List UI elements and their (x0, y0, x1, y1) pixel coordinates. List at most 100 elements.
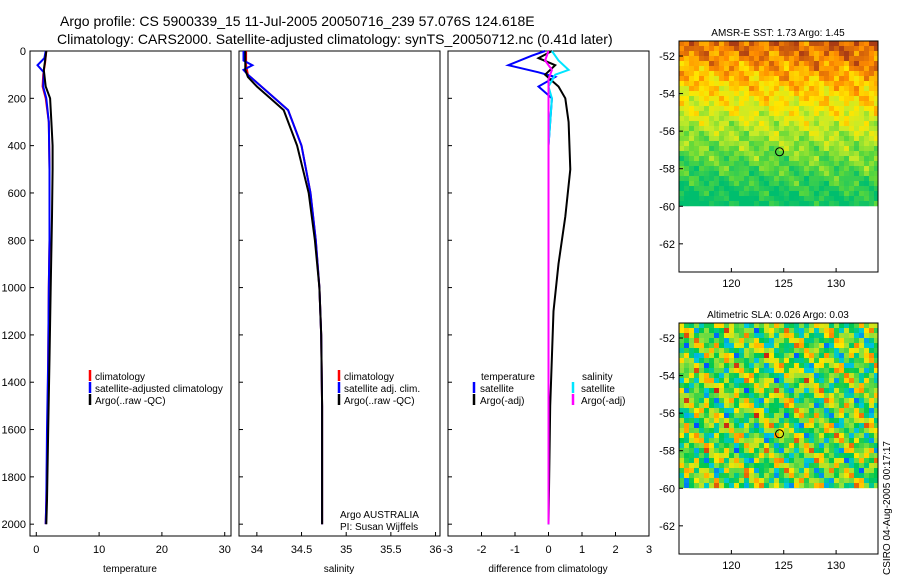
map-cell (829, 393, 834, 398)
map-cell (814, 76, 819, 81)
map-cell (759, 463, 764, 468)
map-cell (809, 171, 814, 176)
map-cell (869, 448, 874, 453)
map-cell (779, 56, 784, 61)
map-cell (729, 338, 734, 343)
map-cell (824, 438, 829, 443)
map-cell (724, 181, 729, 186)
map-cell (849, 201, 854, 206)
map-cell (789, 463, 794, 468)
map-cell (824, 388, 829, 393)
map-cell (679, 121, 684, 126)
map-cell (719, 81, 724, 86)
map-cell (769, 71, 774, 76)
map-cell (869, 323, 874, 328)
map-cell (844, 338, 849, 343)
map-cell (799, 408, 804, 413)
map-cell (784, 433, 789, 438)
map-cell (749, 458, 754, 463)
map-cell (804, 393, 809, 398)
map-cell (704, 348, 709, 353)
map-cell (849, 348, 854, 353)
map-cell (809, 463, 814, 468)
map-cell (849, 181, 854, 186)
map-cell (719, 46, 724, 51)
map-cell (689, 156, 694, 161)
map-cell (734, 478, 739, 483)
map-cell (744, 151, 749, 156)
map-cell (704, 141, 709, 146)
map-cell (779, 176, 784, 181)
map-cell (734, 463, 739, 468)
map-cell (739, 56, 744, 61)
map-cell (834, 121, 839, 126)
map-cell (779, 363, 784, 368)
x-tick-label: 35 (340, 544, 352, 556)
map-cell (784, 56, 789, 61)
map-cell (829, 66, 834, 71)
map-cell (739, 136, 744, 141)
map-cell (704, 196, 709, 201)
map-cell (719, 56, 724, 61)
map-cell (794, 408, 799, 413)
map-cell (764, 478, 769, 483)
map-cell (814, 438, 819, 443)
map-cell (844, 398, 849, 403)
map-cell (759, 358, 764, 363)
map-cell (829, 156, 834, 161)
map-cell (854, 41, 859, 46)
map-cell (734, 423, 739, 428)
map-cell (699, 323, 704, 328)
map-cell (874, 413, 878, 418)
map-cell (844, 413, 849, 418)
map-cell (859, 428, 864, 433)
map-cell (759, 353, 764, 358)
map-cell (794, 111, 799, 116)
map-cell (719, 156, 724, 161)
map-cell (839, 196, 844, 201)
map-cell (859, 86, 864, 91)
map-cell (744, 328, 749, 333)
map-cell (809, 323, 814, 328)
map-cell (724, 453, 729, 458)
map-cell (709, 71, 714, 76)
map-cell (729, 46, 734, 51)
map-cell (824, 126, 829, 131)
map-cell (854, 418, 859, 423)
map-cell (759, 151, 764, 156)
map-cell (829, 76, 834, 81)
map-cell (869, 191, 874, 196)
map-cell (824, 448, 829, 453)
map-cell (794, 106, 799, 111)
map-cell (709, 196, 714, 201)
map-cell (794, 363, 799, 368)
map-cell (839, 413, 844, 418)
map-cell (844, 191, 849, 196)
map-cell (729, 111, 734, 116)
map-cell (869, 413, 874, 418)
map-cell (744, 443, 749, 448)
map-cell (859, 328, 864, 333)
map-cell (844, 368, 849, 373)
map-cell (824, 106, 829, 111)
series-line-climatology (245, 51, 324, 525)
map-cell (799, 76, 804, 81)
map-cell (694, 403, 699, 408)
map-cell (699, 156, 704, 161)
map-cell (814, 46, 819, 51)
map-cell (859, 76, 864, 81)
map-cell (764, 51, 769, 56)
map-cell (859, 343, 864, 348)
map-cell (769, 166, 774, 171)
map-cell (829, 56, 834, 61)
map-cell (874, 403, 878, 408)
map-cell (694, 86, 699, 91)
map-cell (824, 151, 829, 156)
map-cell (859, 478, 864, 483)
map-cell (774, 468, 779, 473)
map-cell (689, 473, 694, 478)
map-cell (699, 378, 704, 383)
map-cell (869, 141, 874, 146)
map-cell (819, 348, 824, 353)
map-cell (764, 141, 769, 146)
